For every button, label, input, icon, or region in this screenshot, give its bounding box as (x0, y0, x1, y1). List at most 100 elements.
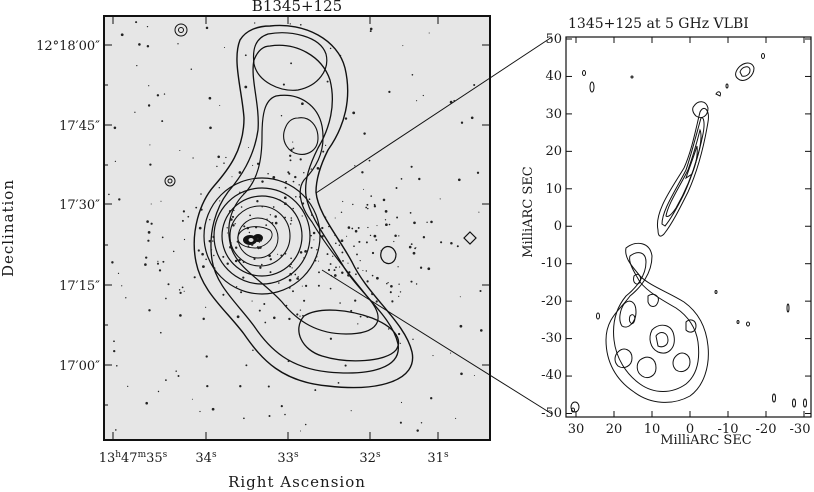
noise-speck (225, 156, 227, 159)
noise-speck (290, 219, 293, 222)
noise-speck (329, 337, 333, 340)
noise-speck (397, 332, 401, 336)
noise-speck (459, 324, 463, 328)
noise-speck (316, 256, 318, 258)
noise-speck (371, 274, 374, 277)
noise-speck (248, 147, 249, 148)
noise-speck (271, 221, 274, 224)
noise-speck (265, 224, 268, 226)
noise-speck (319, 228, 322, 230)
noise-speck (190, 68, 193, 71)
noise-speck (288, 278, 292, 282)
noise-speck (269, 214, 272, 216)
noise-speck (411, 73, 414, 76)
noise-speck (243, 225, 246, 228)
noise-speck (250, 180, 252, 182)
noise-speck (292, 141, 294, 143)
noise-speck (380, 249, 383, 252)
noise-speck (390, 284, 393, 288)
zoom-connector-bottom (321, 269, 553, 415)
noise-speck (353, 245, 355, 248)
noise-speck (410, 280, 413, 283)
noise-speck (396, 216, 399, 219)
noise-speck (326, 80, 329, 83)
noise-speck (283, 196, 287, 200)
noise-speck (261, 180, 264, 183)
noise-speck (280, 254, 283, 257)
noise-speck (192, 157, 194, 159)
nw-source (174, 23, 188, 37)
noise-speck (333, 269, 336, 272)
noise-speck (365, 206, 368, 209)
noise-speck (292, 180, 295, 183)
noise-speck (187, 215, 190, 218)
noise-speck (412, 338, 414, 341)
noise-speck (415, 283, 418, 285)
noise-speck (367, 226, 369, 229)
noise-speck (222, 255, 225, 258)
noise-speck (247, 245, 250, 248)
noise-speck (150, 203, 152, 205)
noise-speck (344, 117, 348, 120)
noise-speck (342, 260, 344, 262)
noise-speck (248, 231, 251, 234)
noise-speck (231, 176, 233, 178)
noise-speck (181, 286, 184, 289)
noise-speck (230, 218, 233, 221)
south-lobe-contour (298, 309, 400, 362)
y-tick-label: -20 (541, 294, 562, 309)
noise-speck (373, 234, 377, 238)
edge-diamond (463, 231, 477, 245)
noise-speck (241, 172, 243, 174)
noise-speck (386, 282, 388, 285)
left-y-axis-label: Declination (0, 179, 17, 277)
noise-speck (318, 260, 320, 262)
noise-speck (254, 22, 256, 24)
noise-speck (269, 271, 272, 274)
noise-speck (148, 85, 150, 87)
noise-speck (256, 200, 259, 203)
noise-speck (339, 54, 342, 57)
x-tick-label: 0 (686, 422, 694, 437)
noise-speck (430, 397, 433, 400)
noise-speck (147, 239, 150, 242)
noise-speck (363, 132, 366, 135)
noise-speck (314, 389, 317, 392)
noise-speck (238, 258, 241, 262)
noise-speck (181, 219, 184, 222)
x-tick-label: 32s (359, 450, 381, 466)
noise-speck (245, 364, 248, 367)
noise-speck (209, 126, 212, 130)
noise-speck (252, 349, 254, 352)
noise-speck (236, 240, 239, 243)
noise-speck (415, 247, 417, 249)
noise-speck (278, 282, 280, 284)
noise-speck (240, 206, 243, 208)
noise-speck (288, 172, 291, 175)
noise-speck (161, 120, 164, 123)
noise-speck (299, 315, 301, 317)
noise-speck (400, 401, 403, 404)
noise-speck (138, 43, 141, 46)
noise-speck (334, 217, 336, 219)
noise-speck (354, 165, 356, 167)
noise-speck (368, 159, 371, 162)
noise-speck (235, 246, 238, 249)
noise-speck (416, 429, 419, 432)
noise-speck (335, 266, 337, 269)
noise-speck (239, 385, 242, 388)
noise-speck (341, 271, 344, 275)
noise-speck (234, 259, 238, 263)
noise-speck (177, 375, 180, 377)
noise-speck (341, 251, 344, 254)
noise-speck (118, 198, 121, 201)
noise-speck (369, 234, 372, 237)
y-tick-label: 12°18′00″ (36, 39, 100, 54)
noise-speck (284, 305, 287, 307)
vlbi-x-tick-labels: 30 20 10 0 -10 -20 -30 (568, 422, 811, 437)
noise-speck (371, 292, 374, 296)
x-tick-label: 31s (427, 450, 449, 466)
noise-speck (258, 241, 261, 243)
radio-map-panel: B1345+125 (0, 0, 553, 491)
noise-speck (397, 266, 399, 268)
